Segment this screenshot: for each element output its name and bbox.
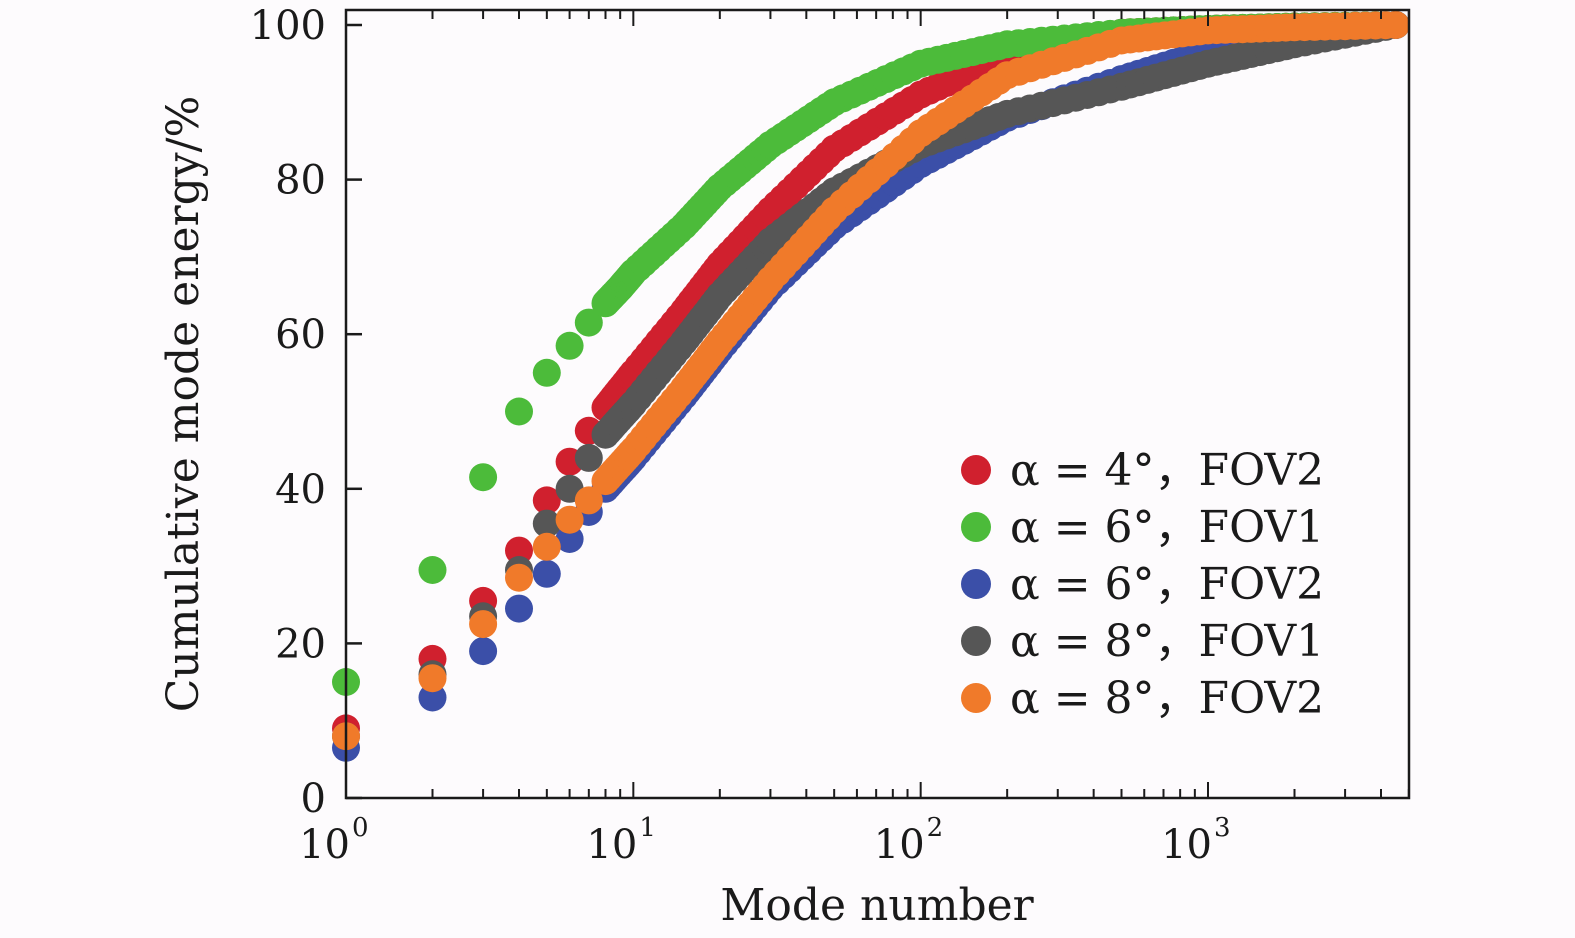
series-5-point (532, 532, 561, 561)
y-tick-label: 80 (275, 158, 326, 204)
x-tick-base: 10 (1161, 822, 1212, 868)
y-tick-label: 100 (250, 3, 326, 49)
legend-label: α = 4°，FOV2 (1010, 445, 1324, 496)
legend: α = 4°，FOV2 α = 6°，FOV1 α = 6°，FOV2 α = 8°，… (961, 445, 1324, 724)
x-tick-exponent: 1 (639, 813, 656, 843)
legend-marker (961, 626, 991, 656)
data-markers (332, 11, 1410, 762)
series-1-point (505, 536, 533, 565)
x-tick-base: 10 (586, 822, 637, 868)
y-tick-label: 0 (301, 776, 326, 822)
legend-marker (961, 683, 991, 713)
series-2-point (469, 463, 498, 492)
y-tick-label: 20 (275, 621, 326, 667)
legend-label: α = 6°，FOV1 (1010, 502, 1324, 553)
legend-label: α = 8°，FOV2 (1010, 673, 1324, 724)
series-2-point (574, 308, 603, 337)
legend-entry: α = 8°，FOV2 (961, 673, 1324, 724)
series-3-point (532, 559, 561, 588)
x-tick-base: 10 (299, 822, 350, 868)
legend-entry: α = 8°，FOV1 (961, 616, 1324, 667)
series-1-point (532, 486, 561, 515)
series-2-point (555, 331, 584, 360)
y-axis-label: Cumulative mode energy/% (158, 96, 209, 713)
series-5-point (574, 486, 603, 515)
legend-label: α = 8°，FOV1 (1010, 616, 1324, 667)
x-tick-exponent: 2 (927, 813, 944, 843)
series-2-point (418, 556, 447, 584)
legend-label: α = 6°，FOV2 (1010, 559, 1324, 610)
x-axis-label: Mode number (720, 880, 1034, 931)
y-tick-labels: 0 20 40 60 80 100 (250, 3, 326, 822)
y-tick-label: 40 (275, 467, 326, 513)
plot-frame (344, 8, 1411, 800)
series-3-point (505, 594, 533, 623)
legend-entry: α = 6°，FOV2 (961, 559, 1324, 610)
legend-marker (961, 569, 991, 599)
series-4-point (532, 509, 561, 538)
legend-entry: α = 4°，FOV2 (961, 445, 1324, 496)
legend-marker (961, 512, 991, 542)
axis-ticks (345, 10, 1410, 800)
legend-entry: α = 6°，FOV1 (961, 502, 1324, 553)
x-tick-exponent: 3 (1214, 813, 1231, 843)
series-5-point (505, 563, 533, 592)
series-5 (332, 11, 1410, 751)
series-4-point (574, 443, 603, 472)
series-3-point (555, 525, 584, 553)
series-2-point (505, 397, 533, 426)
series-5-point (469, 610, 498, 639)
x-tick-exponent: 0 (352, 813, 369, 843)
y-tick-label: 60 (275, 312, 326, 358)
series-5-point (555, 505, 584, 534)
series-5-point (1381, 11, 1410, 39)
x-tick-label: 10 1 (586, 813, 655, 868)
legend-marker (961, 455, 991, 485)
series-5-point (418, 664, 447, 693)
series-3-point (469, 637, 498, 666)
x-tick-label: 10 3 (1161, 813, 1230, 868)
x-tick-label: 10 2 (874, 813, 943, 868)
x-tick-base: 10 (874, 822, 925, 868)
series-3-point (418, 683, 447, 712)
x-tick-labels: 10 0 10 1 10 2 10 3 (299, 813, 1230, 868)
x-tick-label: 10 0 (299, 813, 368, 868)
series-2-point (532, 358, 561, 387)
